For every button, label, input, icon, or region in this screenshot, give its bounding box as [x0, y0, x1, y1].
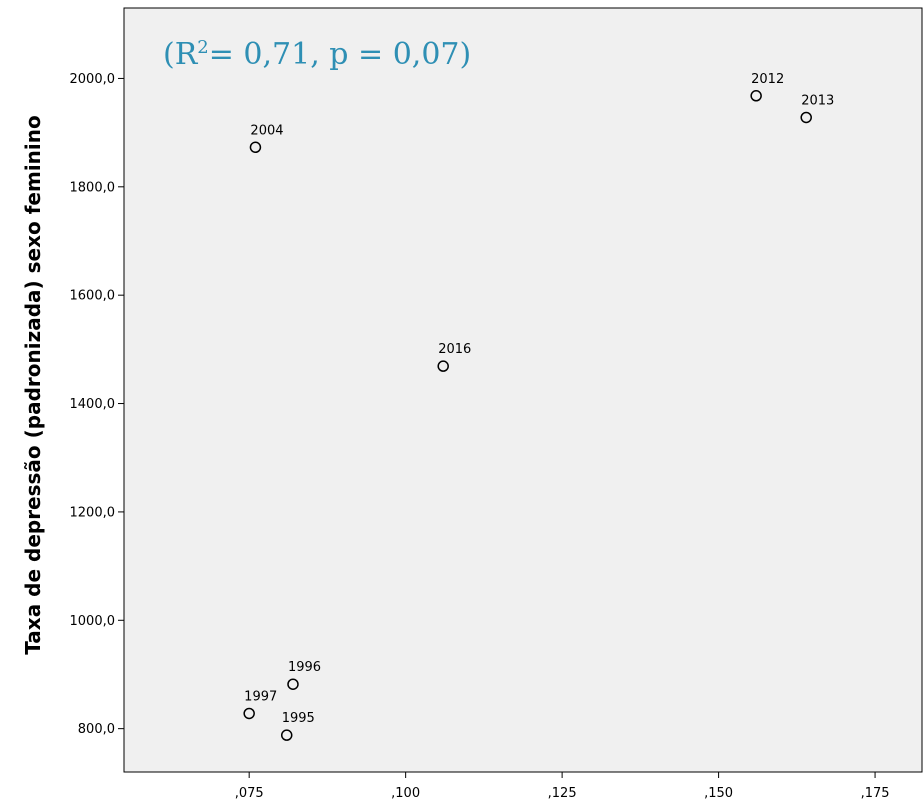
y-tick-label: 1000,0 — [70, 614, 116, 629]
y-tick-label: 800,0 — [78, 722, 115, 737]
axes: 800,0 1000,0 1200,0 1400,0 1600,0 1800,0 2000,… — [70, 72, 890, 801]
y-tick-label: 2000,0 — [70, 72, 116, 87]
y-axis-label: Taxa de depressão (padronizada) sexo fem… — [21, 115, 45, 655]
x-tick-label: ,150 — [704, 786, 733, 801]
y-tick-label: 1800,0 — [70, 180, 116, 195]
regression-annotation: (R2= 0,71, p = 0,07) — [163, 37, 471, 72]
point-label: 2012 — [751, 72, 784, 87]
scatter-point — [287, 678, 299, 690]
scatter-point — [249, 141, 262, 154]
x-tick-label: ,125 — [548, 786, 577, 801]
annotation-superscript: 2 — [197, 37, 208, 58]
y-tick-label: 1600,0 — [70, 289, 116, 304]
x-tick-label: ,100 — [391, 786, 420, 801]
point-label: 2004 — [250, 123, 283, 138]
y-axis-label-group: Taxa de depressão (padronizada) sexo fem… — [21, 115, 45, 655]
scatter-point — [280, 729, 293, 741]
scatter-point — [800, 111, 812, 124]
point-label: 2013 — [801, 93, 834, 108]
y-tick-label: 1200,0 — [70, 505, 116, 520]
annotation-suffix: = 0,71, p = 0,07) — [209, 37, 471, 72]
data-points: 1995 1996 1997 2004 2012 2013 2016 — [243, 72, 834, 741]
point-label: 1997 — [244, 689, 277, 704]
point-label: 1996 — [288, 660, 321, 675]
y-tick-label: 1400,0 — [70, 397, 116, 412]
x-tick-label: ,075 — [235, 786, 264, 801]
scatter-point — [437, 360, 449, 372]
scatter-point — [750, 90, 762, 102]
x-tick-label: ,175 — [861, 786, 890, 801]
scatter-point — [243, 707, 255, 720]
annotation-prefix: (R — [163, 37, 199, 72]
point-label: 1995 — [282, 711, 315, 726]
plot-area — [123, 7, 923, 773]
point-label: 2016 — [438, 342, 471, 357]
